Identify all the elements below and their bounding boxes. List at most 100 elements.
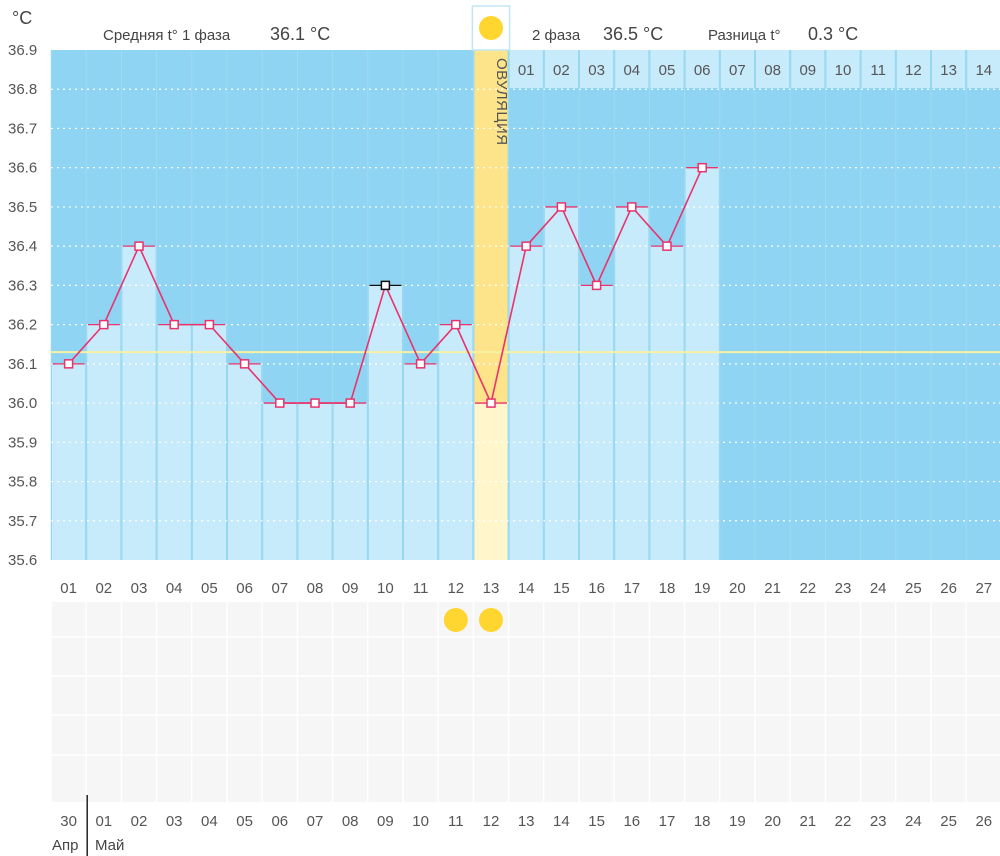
cycle-day-label: 10 xyxy=(377,580,394,597)
y-tick-label: 36.0 xyxy=(8,395,37,412)
phase2-day-cell xyxy=(826,50,860,88)
temp-point-01 xyxy=(63,359,74,369)
cycle-day-label: 16 xyxy=(588,580,605,597)
phase2-day-cell xyxy=(791,50,825,88)
calendar-date: 12 xyxy=(483,813,500,830)
ovulation-label: ОВУЛЯЦИЯ xyxy=(493,58,510,146)
plot-area: ОВУЛЯЦИЯ 01 02 03 04 05 06 07 08 09 10 11 12 13 14 36.9… xyxy=(8,5,1000,597)
phase2-day-cell xyxy=(896,50,930,88)
y-tick-label: 35.8 xyxy=(8,474,37,491)
ovulation-frame xyxy=(471,5,511,51)
y-tick-label: 35.6 xyxy=(8,552,37,569)
ovulation-band xyxy=(474,50,508,404)
temp-bar-18 xyxy=(650,246,684,560)
phase2-label: 2 фаза xyxy=(532,27,581,44)
unit-label: °C xyxy=(12,8,32,28)
phase2-day-label: 06 xyxy=(694,62,711,79)
temp-point-03 xyxy=(134,241,144,251)
temp-bar-12 xyxy=(439,324,473,560)
calendar-date: 06 xyxy=(271,813,288,830)
phase2-day-label: 04 xyxy=(623,62,640,79)
calendar-date: 13 xyxy=(518,813,535,830)
phase1-value: 36.1 °C xyxy=(270,24,330,44)
diff-label: Разница t° xyxy=(708,27,781,44)
y-tick-label: 36.2 xyxy=(8,317,37,334)
calendar-date: 02 xyxy=(131,813,148,830)
phase2-day-label: 11 xyxy=(870,62,886,79)
calendar-date: 10 xyxy=(412,813,429,830)
y-tick-label: 36.4 xyxy=(8,238,37,255)
temp-bar-02 xyxy=(87,324,121,560)
notes-panel xyxy=(51,602,1000,802)
phase2-day-label: 09 xyxy=(799,62,816,79)
phase2-day-cell xyxy=(580,50,614,88)
cycle-day-label: 03 xyxy=(131,580,148,597)
temp-point-16 xyxy=(591,280,602,291)
calendar-date: 14 xyxy=(553,813,570,830)
temp-point-17 xyxy=(627,202,637,212)
cycle-day-label: 04 xyxy=(166,580,183,597)
calendar-date: 05 xyxy=(236,813,253,830)
cycle-day-label: 05 xyxy=(201,580,218,597)
temp-point-10 xyxy=(380,280,391,291)
y-tick-label: 36.6 xyxy=(8,160,37,177)
temp-point-18 xyxy=(662,241,672,251)
phase2-day-label: 10 xyxy=(835,62,852,79)
cycle-day-label: 22 xyxy=(799,580,816,597)
lower-panel: 30 01 02 03 04 05 06 07 08 09 10 11 12 13 14 15 16 17 18 19… xyxy=(50,602,1000,856)
y-tick-label: 36.1 xyxy=(8,356,37,373)
temp-point-15 xyxy=(556,202,567,212)
temp-bar-05 xyxy=(192,324,226,560)
phase2-day-label: 13 xyxy=(940,62,957,79)
cycle-day-label: 08 xyxy=(307,580,324,597)
temp-point-06 xyxy=(239,359,250,369)
cycle-day-label: 06 xyxy=(236,580,253,597)
y-tick-label: 36.9 xyxy=(8,42,37,59)
cycle-day-label: 11 xyxy=(413,580,429,597)
cycle-day-label: 13 xyxy=(483,580,500,597)
calendar-date: 30 xyxy=(60,813,77,830)
temp-point-19 xyxy=(697,162,707,173)
cycle-day-label: 23 xyxy=(835,580,852,597)
temp-point-05 xyxy=(204,319,215,330)
phase2-day-cell xyxy=(720,50,754,88)
calendar-date: 07 xyxy=(307,813,324,830)
phase2-day-label: 01 xyxy=(518,62,535,79)
temp-point-09 xyxy=(345,398,355,408)
calendar-date: 18 xyxy=(694,813,711,830)
month-current: Май xyxy=(95,837,124,854)
calendar-date: 01 xyxy=(95,813,112,830)
calendar-date: 16 xyxy=(623,813,640,830)
temp-bar-19 xyxy=(685,167,719,560)
calendar-date: 03 xyxy=(166,813,183,830)
calendar-date: 22 xyxy=(835,813,852,830)
temp-point-08 xyxy=(310,398,320,408)
cycle-day-label: 20 xyxy=(729,580,746,597)
cycle-day-label: 27 xyxy=(975,580,992,597)
phase2-day-label: 02 xyxy=(553,62,570,79)
phase2-value: 36.5 °C xyxy=(603,24,663,44)
calendar-date: 11 xyxy=(448,813,464,830)
phase2-day-cell xyxy=(685,50,719,88)
cycle-day-label: 21 xyxy=(764,580,781,597)
temp-bar-01 xyxy=(52,363,86,560)
temp-bar-10 xyxy=(368,285,402,560)
calendar-date: 09 xyxy=(377,813,394,830)
sun-icon xyxy=(479,16,503,40)
phase2-day-cell xyxy=(932,50,966,88)
phase2-day-cell xyxy=(967,50,1000,88)
calendar-date: 25 xyxy=(940,813,957,830)
phase2-day-cell xyxy=(650,50,684,88)
temp-point-11 xyxy=(415,359,426,369)
calendar-date: 15 xyxy=(588,813,605,830)
temp-bar-16 xyxy=(580,285,614,560)
temp-point-02 xyxy=(99,319,109,330)
cycle-day-label: 18 xyxy=(659,580,676,597)
phase2-day-cell xyxy=(509,50,543,88)
phase1-label: Средняя t° 1 фаза xyxy=(103,27,231,44)
calendar-date: 19 xyxy=(729,813,746,830)
temp-bar-11 xyxy=(404,363,438,560)
phase2-day-label: 03 xyxy=(588,62,605,79)
calendar-date: 20 xyxy=(764,813,781,830)
